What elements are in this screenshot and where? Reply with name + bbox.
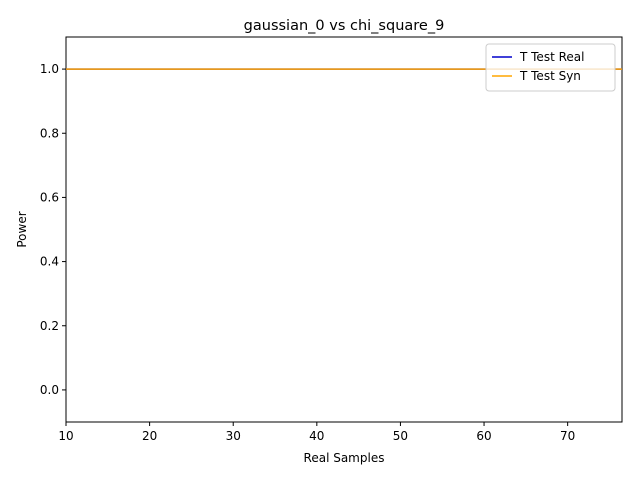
plot-area-frame — [65, 36, 623, 423]
legend-entry-label: T Test Real — [519, 50, 584, 64]
x-tick-label: 30 — [226, 429, 241, 443]
x-tick-label: 50 — [393, 429, 408, 443]
x-tick-label: 10 — [58, 429, 73, 443]
y-axis-ticks: 0.0 0.2 0.4 0.6 0.8 1.0 — [40, 62, 66, 397]
y-tick-label: 0.8 — [40, 126, 59, 140]
chart-title: gaussian_0 vs chi_square_9 — [244, 18, 445, 34]
y-tick-label: 0.6 — [40, 190, 59, 204]
x-axis-label: Real Samples — [304, 451, 385, 465]
x-tick-label: 70 — [560, 429, 575, 443]
y-tick-label: 0.2 — [40, 319, 59, 333]
x-tick-label: 60 — [476, 429, 491, 443]
y-tick-label: 1.0 — [40, 62, 59, 76]
legend-entry-label: T Test Syn — [519, 69, 581, 83]
y-axis-label: Power — [15, 211, 29, 247]
y-tick-label: 0.0 — [40, 383, 59, 397]
x-tick-label: 40 — [309, 429, 324, 443]
y-tick-label: 0.4 — [40, 255, 59, 269]
x-axis-ticks: 10 20 30 40 50 60 70 — [58, 422, 575, 443]
legend: T Test Real T Test Syn — [485, 43, 616, 92]
x-tick-label: 20 — [142, 429, 157, 443]
legend-box — [485, 43, 616, 92]
